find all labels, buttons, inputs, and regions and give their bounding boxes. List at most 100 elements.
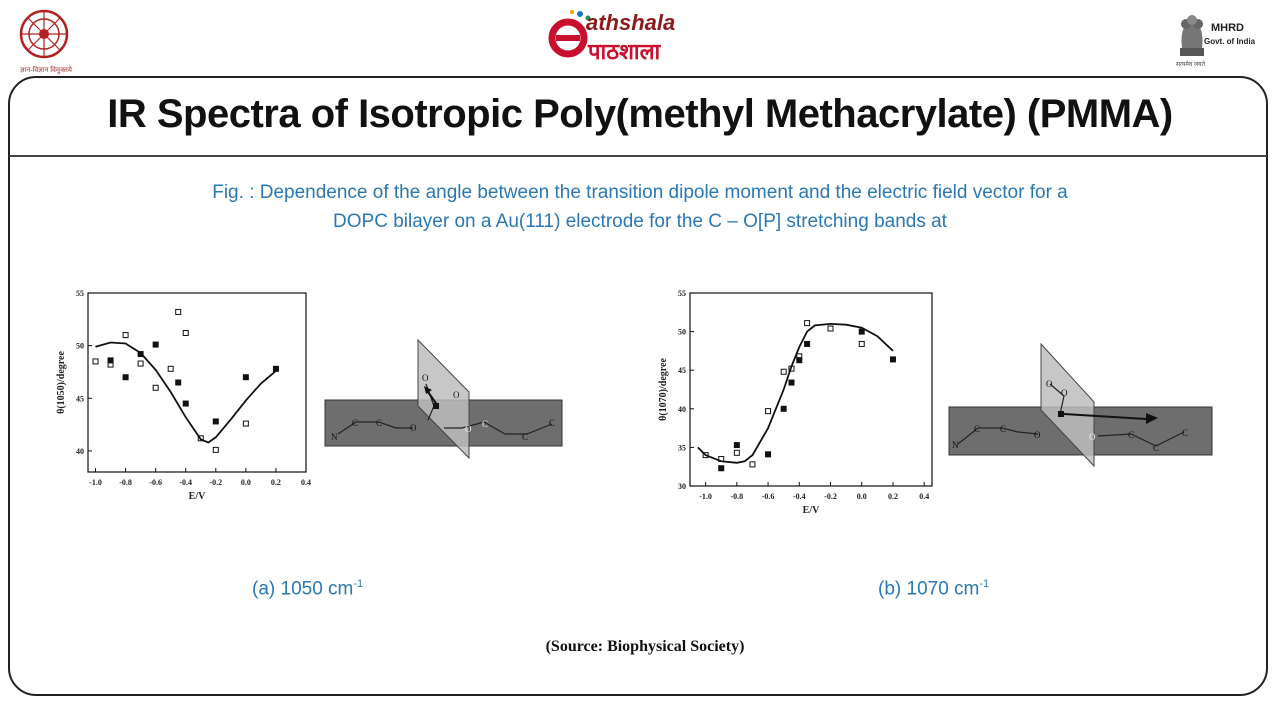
phosphorus-atom xyxy=(1058,411,1064,417)
y-axis-title: θ(1050)/degree xyxy=(56,351,67,414)
data-point-open xyxy=(749,461,756,468)
y-tick-label: 45 xyxy=(678,366,686,375)
title-divider xyxy=(9,155,1267,157)
y-axis-title: θ(1070)/degree xyxy=(658,358,669,421)
x-tick-label: -0.2 xyxy=(824,492,837,501)
chain-atom: C xyxy=(1128,430,1134,440)
x-tick-label: -0.8 xyxy=(119,478,132,487)
data-point-open xyxy=(152,384,159,391)
y-tick-label: 30 xyxy=(678,482,686,491)
epathshala-mark-icon xyxy=(548,10,591,58)
y-tick-label: 35 xyxy=(678,443,686,452)
subfigure-label-a: (a) 1050 cm-1 xyxy=(252,578,363,600)
y-tick-label: 55 xyxy=(678,289,686,298)
x-tick-label: 0.0 xyxy=(241,478,251,487)
data-point-open xyxy=(733,449,740,456)
label-b-text: (b) 1070 cm xyxy=(878,578,980,600)
mhrd-label: MHRD xyxy=(1211,22,1244,34)
x-tick-label: -1.0 xyxy=(699,492,712,501)
x-tick-label: 0.2 xyxy=(888,492,898,501)
slide-frame xyxy=(8,76,1268,696)
y-tick-label: 40 xyxy=(678,405,686,414)
x-tick-label: 0.0 xyxy=(857,492,867,501)
epathshala-logo: athshala पाठशाला xyxy=(548,6,738,66)
brand-name-hindi: पाठशाला xyxy=(588,39,661,64)
data-point-filled xyxy=(765,451,772,458)
data-point-filled xyxy=(889,356,896,363)
chain-atom: C xyxy=(522,432,528,442)
mhrd-motto: सत्यमेव जयते xyxy=(1176,62,1206,68)
data-point-filled xyxy=(212,418,219,425)
data-point-open xyxy=(182,330,189,337)
chain-bonds xyxy=(957,383,1185,447)
chart-b: -1.0 -0.8 -0.6 -0.4 -0.2 0.0 0.2 0.4 30 35 40 45 50 5… xyxy=(658,289,933,516)
data-point-open xyxy=(212,446,219,453)
data-point-filled xyxy=(788,379,795,386)
chain-atom: N xyxy=(952,440,959,450)
slide-title: IR Spectra of Isotropic Poly(methyl Meth… xyxy=(107,92,1173,136)
logo-caption: ज्ञान-विज्ञान विमुक्तये xyxy=(20,66,72,74)
chain-atom: O xyxy=(1034,430,1041,440)
chain-atom: O xyxy=(453,390,460,400)
data-point-filled xyxy=(733,442,740,449)
molecule-diagram-b: N C C O O C C C O O xyxy=(948,342,1213,468)
chain-atom: C xyxy=(482,419,488,429)
data-point-filled xyxy=(780,405,787,412)
molecule-diagram-a: N C C O O C C C O O xyxy=(324,338,563,460)
data-point-filled xyxy=(796,357,803,364)
wheel-emblem-icon xyxy=(19,9,69,59)
x-tick-label: -0.6 xyxy=(762,492,775,501)
figure-caption: Fig. : Dependence of the angle between t… xyxy=(100,178,1180,236)
source-citation: (Source: Biophysical Society) xyxy=(545,638,745,655)
chain-atom: C xyxy=(352,418,358,428)
plot-frame xyxy=(689,292,933,487)
phosphorus-atom xyxy=(433,403,439,409)
chart-a: -1.0 -0.8 -0.6 -0.4 -0.2 0.0 0.2 0.4 40 45 50 55 E/V… xyxy=(56,289,311,502)
y-tick-label: 45 xyxy=(76,394,84,403)
x-tick-label: 0.4 xyxy=(919,492,929,501)
fit-curve xyxy=(95,341,277,444)
chain-atom: C xyxy=(1000,424,1006,434)
data-point-filled xyxy=(718,465,725,472)
data-point-open xyxy=(780,368,787,375)
electric-field-plane xyxy=(1040,342,1095,468)
data-point-filled xyxy=(272,365,279,372)
chain-atom: C xyxy=(549,418,555,428)
mhrd-sub-label: Govt. of India xyxy=(1204,37,1256,46)
dipole-arrow-icon xyxy=(424,386,439,407)
x-tick-label: -0.2 xyxy=(209,478,222,487)
label-a-unit-exponent: -1 xyxy=(353,578,364,590)
data-point-filled xyxy=(182,400,189,407)
brand-name-english: athshala xyxy=(586,10,676,35)
data-point-open xyxy=(765,408,772,415)
data-point-filled xyxy=(122,374,129,381)
x-axis-title: E/V xyxy=(189,491,206,502)
label-b-unit-exponent: -1 xyxy=(979,578,990,590)
label-a-text: (a) 1050 cm xyxy=(252,578,354,600)
data-point-open xyxy=(804,320,811,327)
x-tick-label: -1.0 xyxy=(89,478,102,487)
chain-atom: O xyxy=(1046,379,1053,389)
data-point-open xyxy=(167,365,174,372)
data-point-open xyxy=(175,308,182,315)
y-tick-label: 40 xyxy=(76,447,84,456)
chain-atom: C xyxy=(1182,428,1188,438)
x-axis-title: E/V xyxy=(803,505,820,516)
plot-frame xyxy=(87,292,307,473)
fit-curve xyxy=(697,322,894,464)
y-tick-label: 50 xyxy=(76,342,84,351)
data-point-filled xyxy=(152,341,159,348)
data-point-open xyxy=(137,360,144,367)
chain-atom: C xyxy=(1153,443,1159,453)
data-point-filled xyxy=(858,328,865,335)
data-point-open xyxy=(242,420,249,427)
data-point-open xyxy=(858,340,865,347)
chain-atom: C xyxy=(974,424,980,434)
data-point-open xyxy=(122,332,129,339)
data-point-filled xyxy=(175,379,182,386)
subfigure-label-b: (b) 1070 cm-1 xyxy=(878,578,989,600)
chain-atom: O xyxy=(1061,388,1068,398)
y-tick-label: 50 xyxy=(678,328,686,337)
chain-atom: O xyxy=(465,424,472,434)
data-point-filled xyxy=(804,340,811,347)
